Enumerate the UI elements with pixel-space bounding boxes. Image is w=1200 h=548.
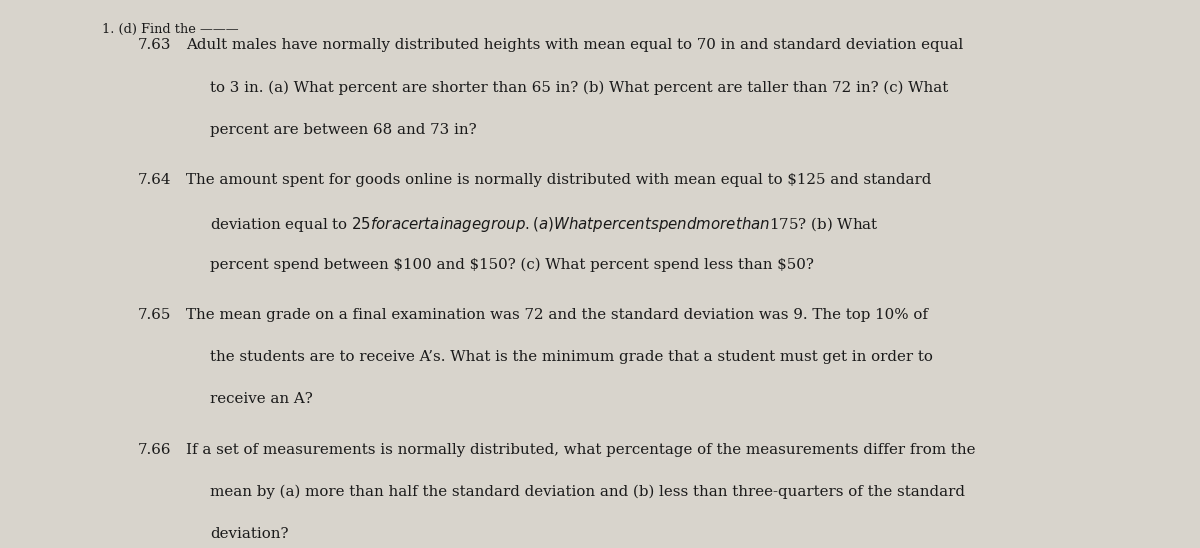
Text: 7.64: 7.64	[138, 173, 172, 187]
Text: The amount spent for goods online is normally distributed with mean equal to $12: The amount spent for goods online is nor…	[186, 173, 931, 187]
Text: The mean grade on a final examination was 72 and the standard deviation was 9. T: The mean grade on a final examination wa…	[186, 308, 928, 322]
Text: 7.66: 7.66	[138, 443, 172, 457]
Text: percent are between 68 and 73 in?: percent are between 68 and 73 in?	[210, 123, 476, 137]
Text: Adult males have normally distributed heights with mean equal to 70 in and stand: Adult males have normally distributed he…	[186, 38, 964, 53]
Text: percent spend between $100 and $150? (c) What percent spend less than $50?: percent spend between $100 and $150? (c)…	[210, 258, 814, 272]
Text: If a set of measurements is normally distributed, what percentage of the measure: If a set of measurements is normally dis…	[186, 443, 976, 457]
Text: to 3 in. (a) What percent are shorter than 65 in? (b) What percent are taller th: to 3 in. (a) What percent are shorter th…	[210, 81, 948, 95]
Text: the students are to receive A’s. What is the minimum grade that a student must g: the students are to receive A’s. What is…	[210, 350, 932, 364]
Text: 7.63: 7.63	[138, 38, 172, 53]
Text: mean by (a) more than half the standard deviation and (b) less than three-quarte: mean by (a) more than half the standard …	[210, 485, 965, 499]
Text: deviation equal to $25 for a certain age group. (a) What percent spend more than: deviation equal to $25 for a certain age…	[210, 215, 878, 235]
Text: deviation?: deviation?	[210, 527, 288, 541]
Text: 1. (d) Find the ———: 1. (d) Find the ———	[102, 22, 239, 36]
Text: receive an A?: receive an A?	[210, 392, 313, 407]
Text: 7.65: 7.65	[138, 308, 172, 322]
